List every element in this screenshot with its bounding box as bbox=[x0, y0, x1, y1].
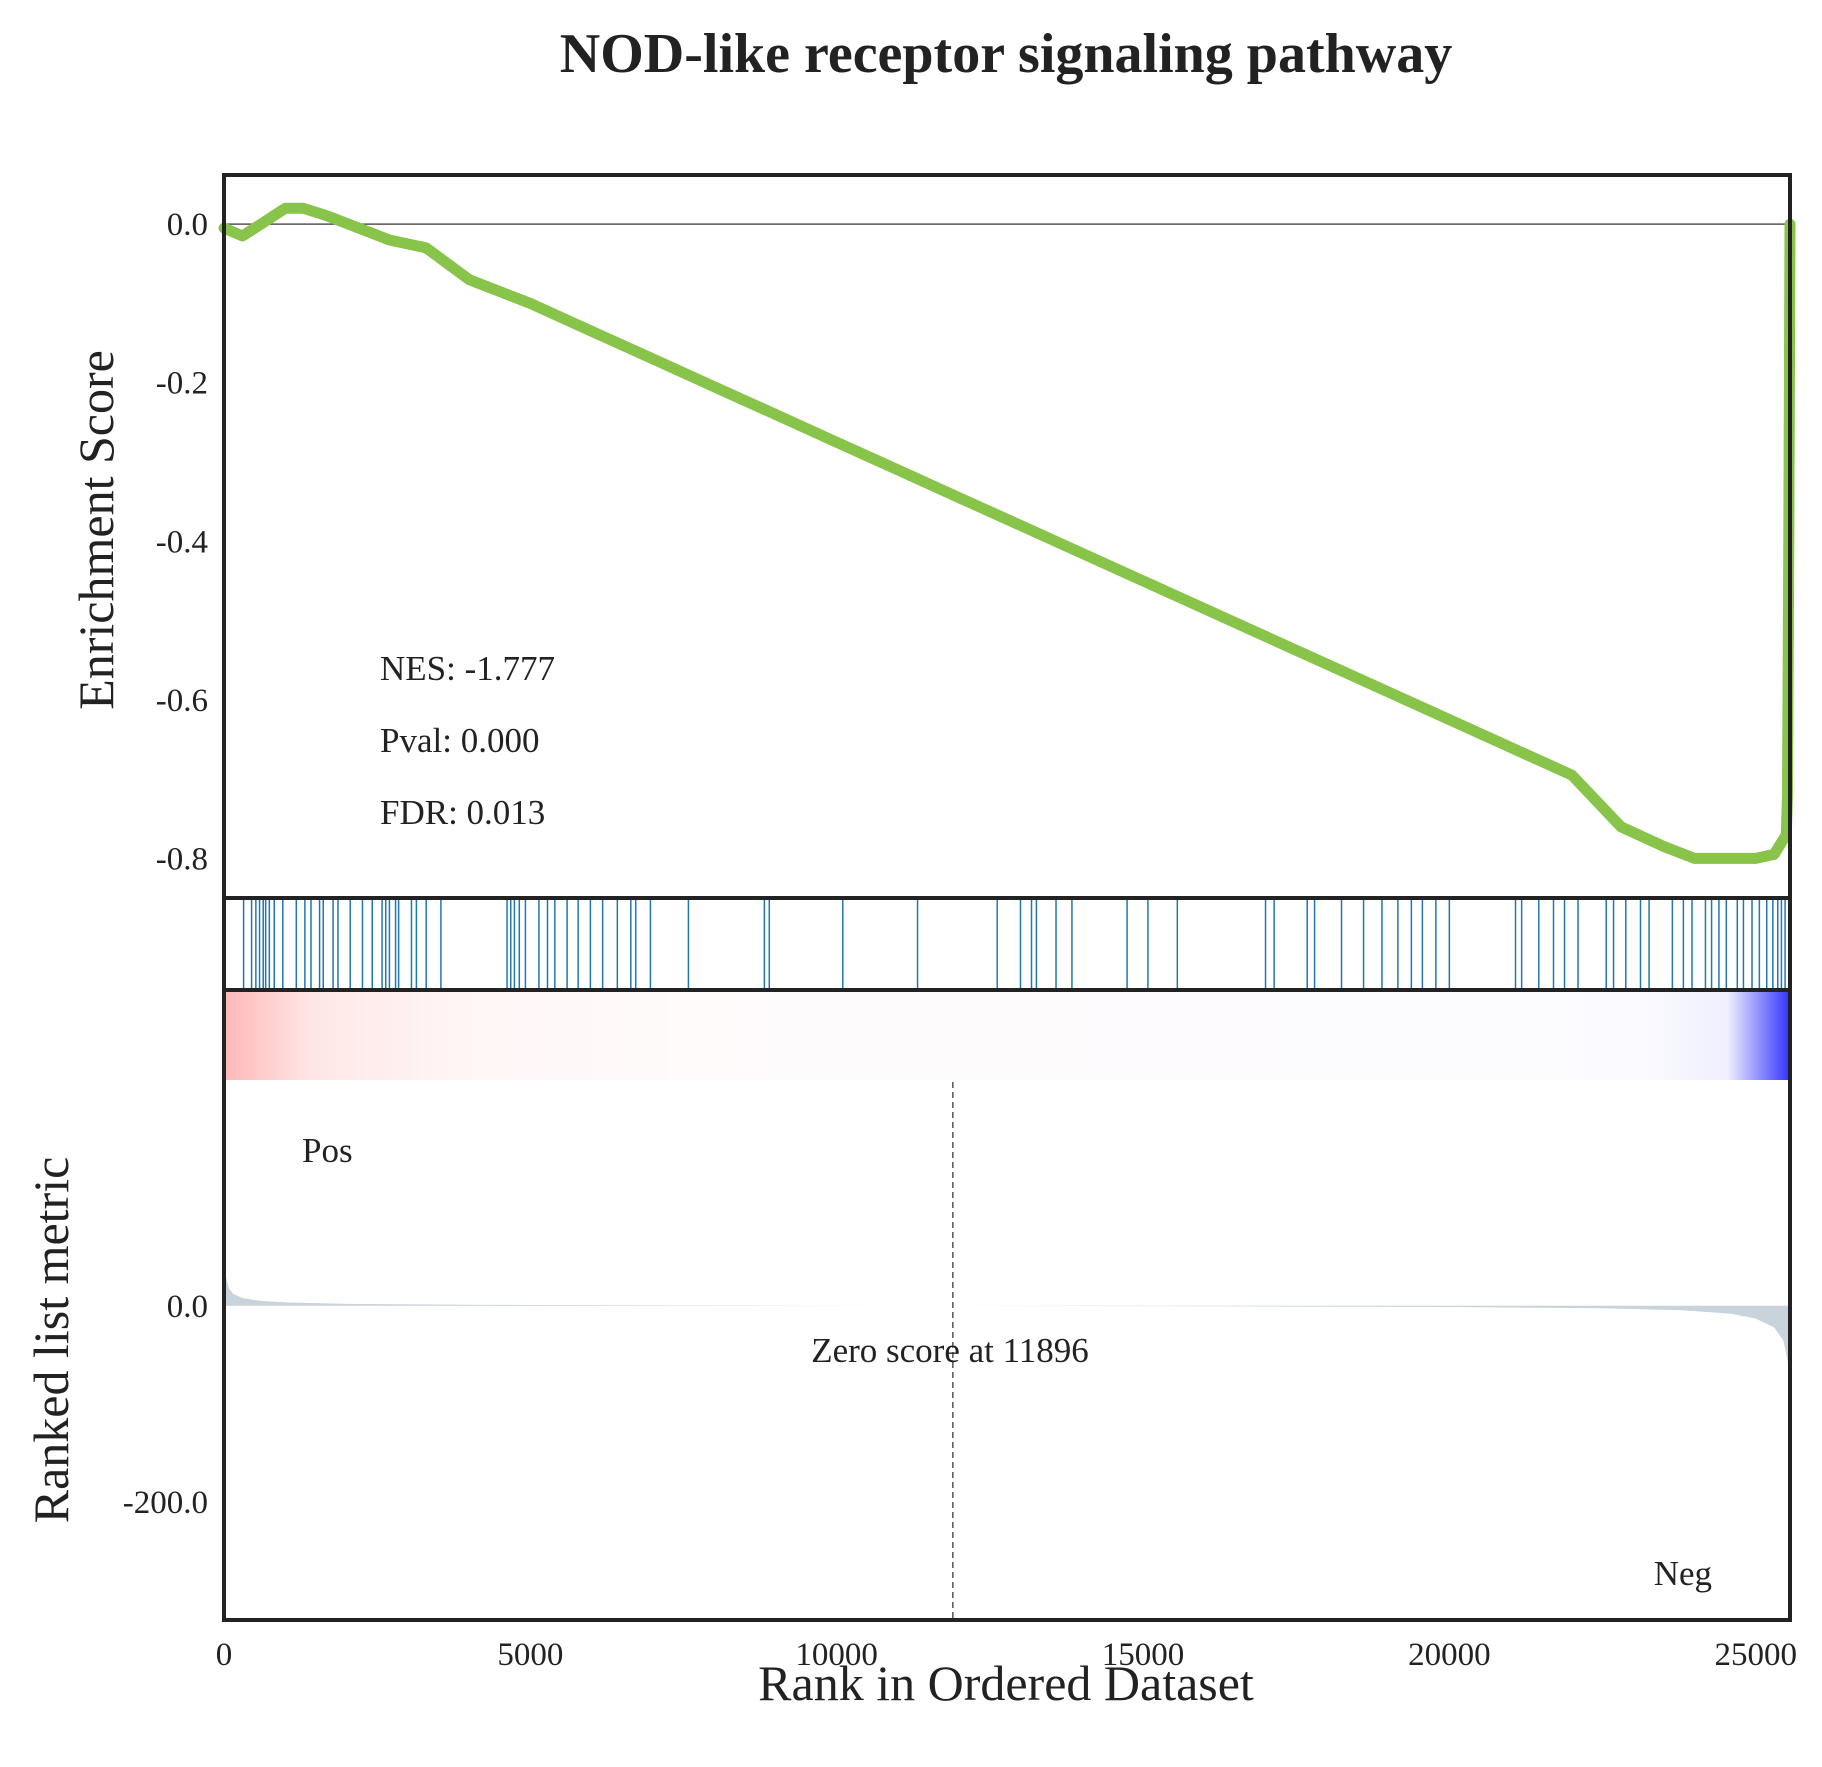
x-tick-label: 15000 bbox=[1102, 1637, 1185, 1673]
ranked-metric-panel: Zero score at 11896 Pos Neg 0.0 -200.0 0 5… bbox=[23, 1082, 1797, 1711]
es-y-tick-label: -0.2 bbox=[156, 366, 208, 402]
enrichment-score-panel: 0.0 -0.2 -0.4 -0.6 -0.8 NES: -1.777 Pval: 0.… bbox=[68, 202, 1796, 877]
nes-label: NES: -1.777 bbox=[380, 649, 555, 688]
zero-score-label: Zero score at 11896 bbox=[811, 1331, 1089, 1370]
gene-hits-panel bbox=[242, 900, 1790, 988]
es-y-tick-label: 0.0 bbox=[167, 207, 208, 243]
x-tick-label: 25000 bbox=[1714, 1637, 1797, 1673]
chart-title: NOD-like receptor signaling pathway bbox=[560, 23, 1452, 85]
fdr-label: FDR: 0.013 bbox=[380, 793, 545, 832]
es-y-tick-label: -0.8 bbox=[156, 841, 208, 877]
x-tick-label: 0 bbox=[216, 1637, 233, 1673]
x-tick-label: 20000 bbox=[1408, 1637, 1491, 1673]
metric-y-tick-label: 0.0 bbox=[167, 1289, 208, 1325]
ranked-metric-area bbox=[224, 1261, 1790, 1390]
metric-y-tick-label: -200.0 bbox=[123, 1485, 208, 1521]
es-y-axis-label: Enrichment Score bbox=[68, 350, 124, 710]
metric-y-axis-label: Ranked list metric bbox=[23, 1157, 79, 1524]
x-tick-label: 10000 bbox=[795, 1637, 878, 1673]
x-axis-label: Rank in Ordered Dataset bbox=[758, 1655, 1254, 1711]
hits-panel-frame bbox=[222, 896, 1792, 992]
es-panel-frame bbox=[222, 173, 1792, 900]
x-tick-label: 5000 bbox=[497, 1637, 563, 1673]
pos-label: Pos bbox=[302, 1131, 353, 1170]
metric-panel-frame bbox=[222, 988, 1792, 1622]
metric-y-ticks: 0.0 -200.0 bbox=[123, 1289, 208, 1521]
pval-label: Pval: 0.000 bbox=[380, 721, 539, 760]
es-y-tick-label: -0.4 bbox=[156, 524, 208, 560]
enrichment-score-line bbox=[218, 202, 1796, 864]
rank-heatmap-bar bbox=[224, 990, 1790, 1080]
es-y-ticks: 0.0 -0.2 -0.4 -0.6 -0.8 bbox=[156, 207, 208, 877]
neg-label: Neg bbox=[1654, 1554, 1712, 1593]
x-axis-ticks: 0 5000 10000 15000 20000 25000 bbox=[216, 1637, 1797, 1673]
es-y-tick-label: -0.6 bbox=[156, 683, 208, 719]
